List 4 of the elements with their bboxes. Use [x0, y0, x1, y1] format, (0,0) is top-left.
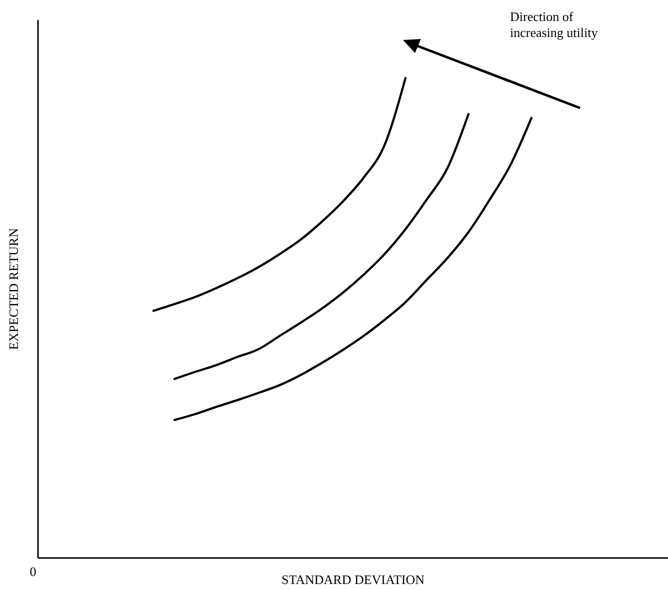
x-axis-title: STANDARD DEVIATION: [281, 572, 426, 587]
text: 0: [30, 564, 36, 579]
text: Direction of increasing utility: [510, 9, 598, 40]
y-axis-title: EXPECTED RETURN: [6, 228, 21, 350]
